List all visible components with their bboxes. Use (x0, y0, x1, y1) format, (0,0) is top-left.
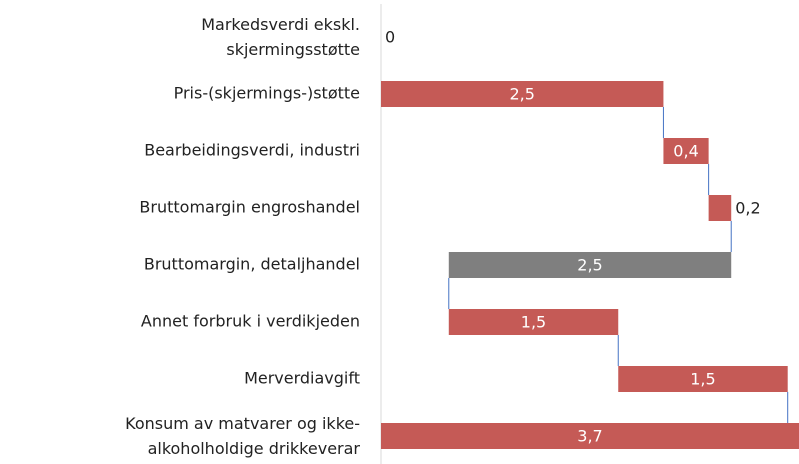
category-label: Markedsverdi ekskl. skjermingsstøtte (201, 15, 360, 59)
value-label: 0,4 (673, 142, 698, 161)
category-label: Bruttomargin, detaljhandel (144, 255, 360, 274)
bar (663, 138, 709, 164)
value-label: 2,5 (577, 256, 602, 275)
value-label: 0 (385, 28, 395, 47)
value-label: 1,5 (690, 370, 715, 389)
category-label: Annet forbruk i verdikjeden (141, 312, 360, 331)
bar (381, 423, 799, 449)
category-label: Pris-(skjermings-)støtte (174, 84, 360, 103)
bar (708, 195, 732, 221)
value-label: 0,2 (735, 199, 760, 218)
category-label: Bruttomargin engroshandel (139, 198, 360, 217)
bar (448, 309, 619, 335)
category-label: Merverdiavgift (244, 369, 360, 388)
value-label: 3,7 (577, 427, 602, 446)
category-label: Konsum av matvarer og ikke-alkoholholdig… (125, 414, 360, 458)
value-label: 1,5 (521, 313, 546, 332)
value-label: 2,5 (509, 85, 534, 104)
bar (618, 366, 788, 392)
category-label: Bearbeidingsverdi, industri (144, 141, 360, 160)
bar (381, 81, 664, 107)
bar (448, 252, 732, 278)
